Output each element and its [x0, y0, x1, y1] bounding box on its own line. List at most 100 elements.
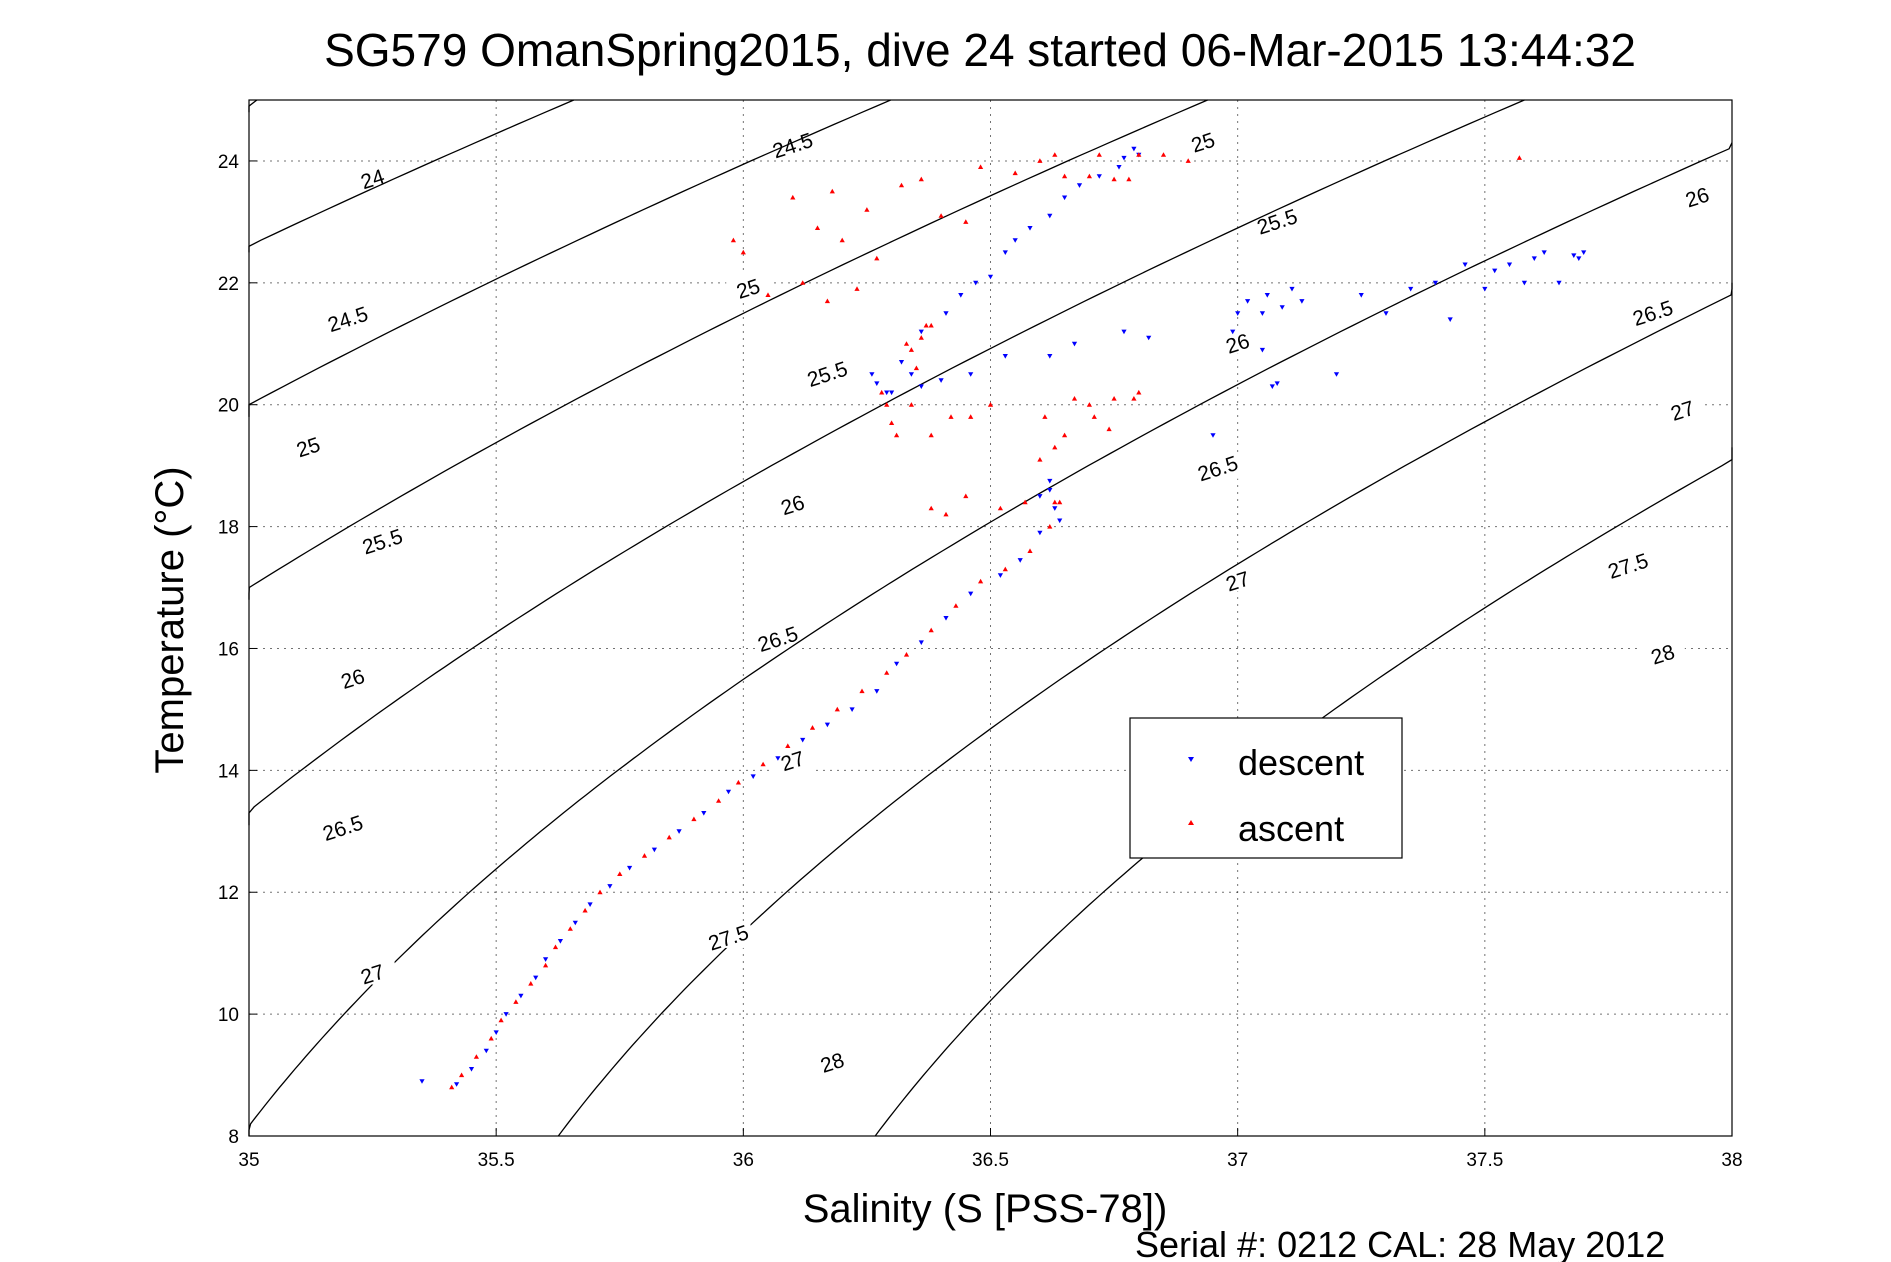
ascent-point: [1111, 396, 1117, 401]
x-tick-label: 35: [238, 1150, 259, 1171]
contour-label-bg: [706, 923, 751, 948]
descent-point: [750, 774, 756, 779]
ascent-point: [617, 871, 623, 876]
ascent-point: [543, 962, 549, 968]
ascent-point: [1136, 152, 1142, 157]
ascent-point: [730, 237, 736, 243]
ascent-point: [928, 505, 934, 511]
descent-point: [1264, 293, 1270, 298]
y-tick-label: 12: [218, 883, 239, 904]
legend-ascent-marker: [1188, 820, 1194, 825]
descent-point: [1447, 317, 1453, 322]
descent-point: [1071, 341, 1078, 347]
descent-point: [1521, 280, 1527, 286]
contour-label-bg: [1675, 183, 1720, 208]
descent-point: [874, 689, 880, 694]
x-tick-label: 37.5: [1466, 1150, 1503, 1171]
descent-point: [1432, 280, 1438, 286]
x-tick-label: 36.5: [972, 1150, 1009, 1171]
ascent-point: [898, 182, 905, 188]
descent-point: [1541, 250, 1547, 255]
grid-lines: [249, 100, 1732, 1136]
descent-point: [869, 372, 875, 377]
ascent-point: [790, 194, 796, 200]
descent-point: [874, 381, 880, 386]
descent-point: [1462, 262, 1468, 268]
ascent-point: [1062, 173, 1068, 179]
descent-point: [725, 789, 732, 795]
ascent-point: [1002, 566, 1008, 572]
ascent-point: [1096, 152, 1102, 157]
ascent-point: [582, 907, 588, 913]
contour-line: [248, 99, 1525, 826]
descent-point: [557, 939, 563, 944]
descent-point: [775, 756, 781, 761]
ascent-point: [641, 853, 648, 858]
descent-point: [918, 640, 924, 645]
ascent-point: [691, 816, 697, 822]
ascent-point: [1106, 426, 1112, 432]
ascent-point: [963, 219, 969, 224]
descent-point: [968, 591, 974, 597]
x-tick-label: 36: [733, 1150, 754, 1171]
contour-label-bg: [350, 960, 395, 985]
ascent-point: [735, 779, 741, 785]
x-tick-label: 35.5: [478, 1150, 515, 1171]
y-tick-label: 22: [218, 274, 239, 295]
descent-point: [1146, 335, 1152, 341]
descent-point: [518, 993, 524, 999]
descent-point: [918, 329, 924, 335]
ascent-point: [884, 402, 890, 407]
descent-point: [1002, 354, 1008, 359]
contour-label-bg: [770, 491, 815, 516]
descent-point: [1047, 488, 1053, 493]
descent-point: [943, 311, 949, 316]
contour-label-bg: [325, 305, 370, 330]
x-tick-label: 37: [1227, 1150, 1248, 1171]
descent-point: [894, 661, 900, 667]
descent-point: [997, 573, 1003, 578]
descent-point: [1506, 262, 1513, 268]
data-points: [419, 146, 1587, 1090]
descent-point: [1076, 183, 1083, 188]
descent-point: [483, 1048, 489, 1054]
ascent-point: [928, 322, 934, 328]
y-tick-label: 16: [218, 639, 239, 660]
ascent-point: [814, 225, 821, 230]
contour-label-bg: [726, 274, 771, 299]
ascent-point: [528, 981, 534, 986]
descent-point: [607, 884, 613, 889]
descent-point: [943, 616, 949, 621]
ascent-point: [1022, 499, 1028, 505]
contour-line: [248, 99, 891, 417]
descent-point: [1556, 280, 1562, 286]
legend: descent ascent: [1129, 717, 1403, 859]
ascent-point: [1052, 444, 1058, 450]
ascent-point: [889, 420, 895, 425]
ascent-point: [1111, 176, 1117, 182]
descent-point: [1269, 384, 1275, 389]
ascent-point: [1516, 155, 1522, 160]
ascent-point: [928, 627, 934, 633]
descent-point: [898, 360, 905, 365]
legend-ascent-label: ascent: [1238, 808, 1344, 849]
ascent-point: [488, 1035, 494, 1041]
ascent-point: [765, 292, 771, 297]
descent-point: [587, 902, 593, 907]
ascent-point: [978, 578, 984, 584]
descent-point: [1047, 354, 1053, 359]
descent-point: [1482, 286, 1488, 292]
descent-point: [1002, 250, 1008, 255]
ascent-point: [903, 652, 910, 657]
ascent-point: [864, 207, 870, 212]
x-axis-ticks: 35 35.5 36 36.5 37 37.5 38: [238, 1128, 1743, 1171]
ascent-point: [449, 1084, 455, 1090]
descent-point: [1012, 238, 1018, 243]
descent-point: [987, 274, 994, 280]
y-tick-label: 8: [228, 1127, 239, 1148]
descent-point: [676, 829, 682, 834]
contour-line: [248, 99, 258, 113]
descent-point: [1121, 155, 1127, 161]
descent-point: [533, 975, 539, 981]
contour-label-bg: [1255, 207, 1300, 232]
